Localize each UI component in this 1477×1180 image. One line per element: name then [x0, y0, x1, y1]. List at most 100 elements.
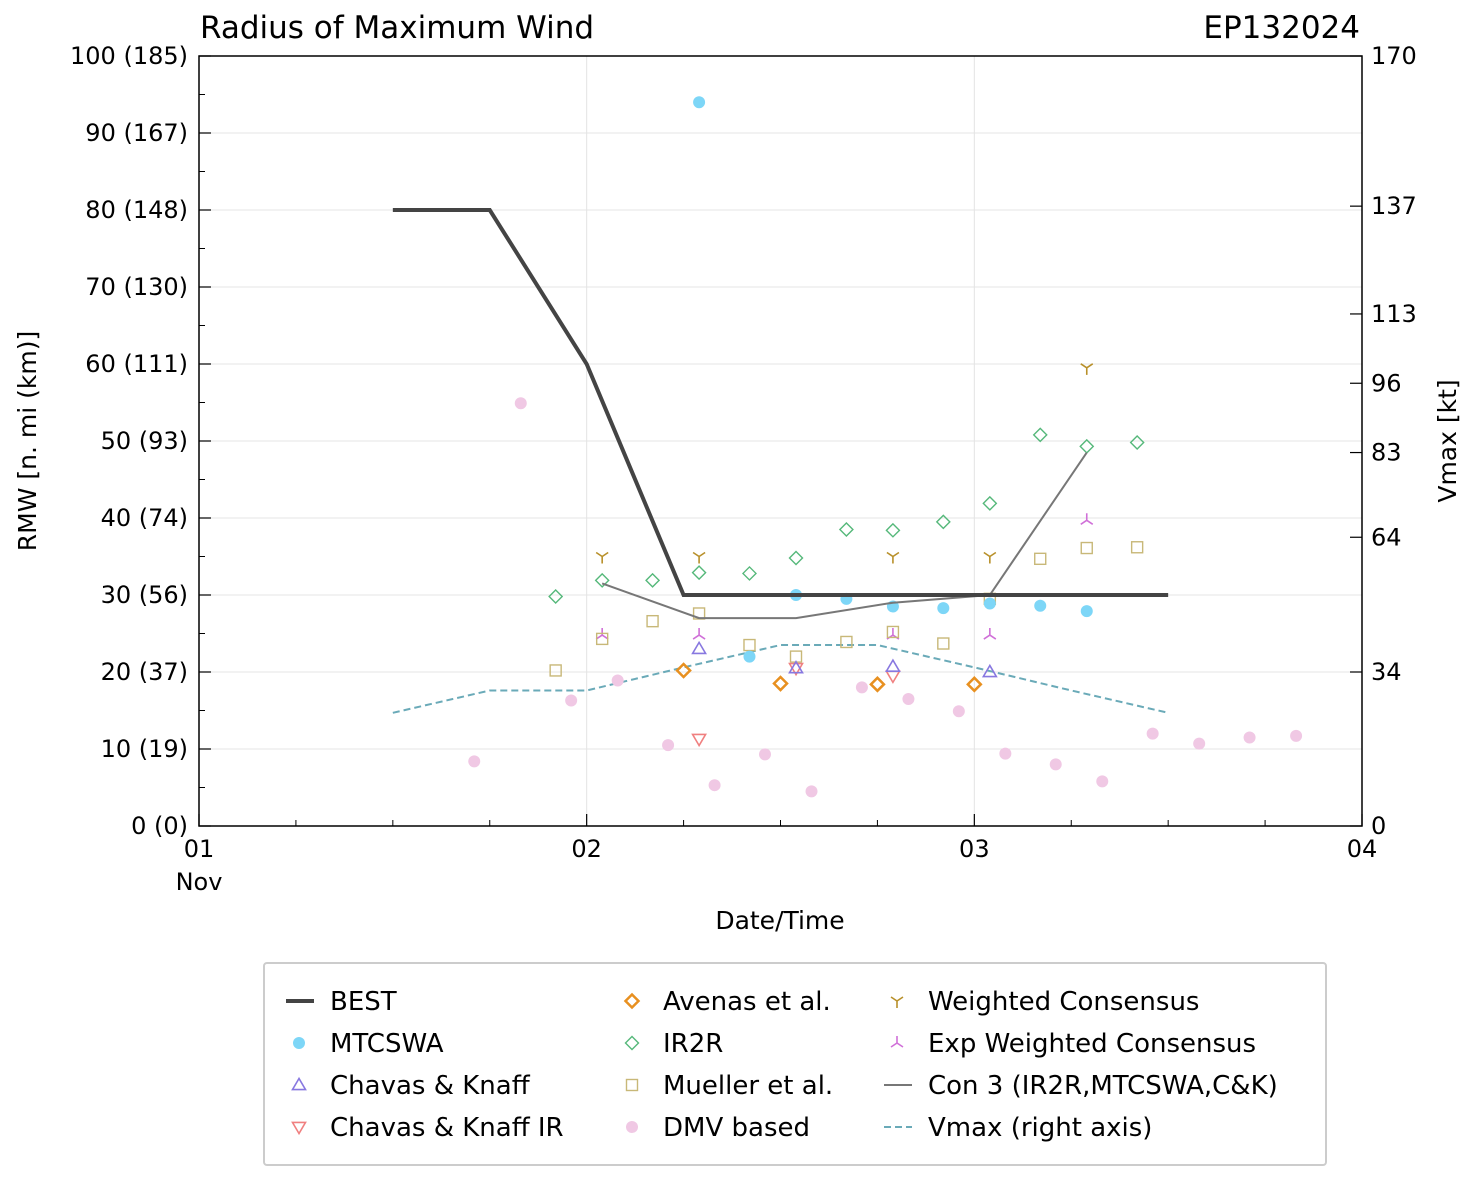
series-exp-weighted-consensus	[595, 513, 1094, 640]
point-dmv-based-17	[1290, 729, 1303, 742]
point-ir2r-0	[548, 589, 564, 605]
y2-tick-label-5: 113	[1371, 300, 1417, 328]
point-chavas-knaff-ir-1	[788, 662, 804, 677]
series-vmax-right-axis	[392, 644, 1169, 714]
point-mtcswa-5	[937, 602, 950, 615]
point-ir2r-4	[741, 565, 757, 581]
y-tick-label-2: 20 (37)	[101, 658, 188, 686]
x-tick-label-0: 01	[184, 835, 215, 863]
point-mueller-et-al-2	[646, 614, 659, 628]
y-tick-label-7: 70 (130)	[85, 273, 188, 301]
series-weighted-consensus	[595, 363, 1094, 564]
point-chavas-knaff-1	[788, 660, 804, 674]
point-mtcswa-0	[693, 96, 706, 109]
point-dmv-based-9	[902, 692, 915, 705]
legend-label-chavas-knaff-ir: Chavas & Knaff IR	[330, 1113, 564, 1143]
point-dmv-based-16	[1243, 731, 1256, 744]
point-chavas-knaff-2	[885, 658, 901, 672]
legend-label-best: BEST	[330, 987, 397, 1017]
point-avenas-et-al-2	[869, 676, 886, 693]
point-dmv-based-5	[708, 779, 721, 792]
legend-swatch-exp-weighted-consensus	[890, 1036, 904, 1048]
series-chavas-knaff-ir	[691, 662, 901, 748]
x-tick-label-2: 03	[959, 835, 990, 863]
chart-title: Radius of Maximum Wind	[200, 10, 594, 46]
point-mueller-et-al-1	[595, 632, 609, 646]
y2-tick-label-1: 34	[1371, 658, 1402, 686]
y-axis-label: RMW [n. mi (km)]	[13, 331, 42, 551]
x-tick-sublabel-0: Nov	[176, 868, 223, 896]
point-dmv-based-11	[999, 747, 1012, 760]
point-dmv-based-12	[1049, 758, 1062, 771]
point-exp-weighted-consensus-3	[983, 628, 997, 640]
legend-swatch-avenas-et-al	[623, 992, 641, 1010]
legend-label-exp-weighted-consensus: Exp Weighted Consensus	[928, 1029, 1256, 1059]
series-mueller-et-al	[549, 541, 1144, 677]
series-ir2r	[548, 427, 1145, 605]
legend-swatch-chavas-knaff	[291, 1076, 307, 1091]
point-weighted-consensus-1	[692, 551, 706, 564]
series-mtcswa	[693, 96, 1093, 663]
point-dmv-based-6	[758, 748, 771, 761]
y2-tick-label-2: 64	[1371, 523, 1402, 551]
point-mueller-et-al-12	[1130, 541, 1144, 554]
point-ir2r-10	[1032, 427, 1048, 443]
point-dmv-based-7	[805, 785, 818, 798]
axes: 0 (0) 10 (19) 20 (37) 30 (56) 40 (74) 50 (93)…	[70, 42, 1417, 896]
series-layer	[392, 96, 1303, 798]
legend-label-mtcswa: MTCSWA	[330, 1029, 444, 1059]
storm-id: EP132024	[1203, 10, 1360, 46]
legend-swatch-chavas-knaff-ir	[291, 1121, 307, 1136]
point-mueller-et-al-7	[886, 625, 900, 639]
point-mueller-et-al-4	[743, 638, 756, 652]
y-tick-label-8: 80 (148)	[85, 196, 188, 224]
legend-label-ir2r: IR2R	[663, 1029, 723, 1059]
point-mtcswa-7	[1034, 599, 1047, 612]
point-dmv-based-14	[1146, 727, 1159, 740]
x-tick-label-3: 04	[1347, 835, 1378, 863]
point-avenas-et-al-3	[966, 676, 983, 693]
y2-axis-label: Vmax [kt]	[1433, 379, 1462, 502]
point-ir2r-8	[935, 514, 951, 530]
legend-swatch-dmv-based	[626, 1121, 638, 1133]
legend-swatch-mtcswa	[293, 1037, 305, 1049]
point-dmv-based-0	[468, 755, 481, 768]
legend-label-weighted-consensus: Weighted Consensus	[928, 987, 1199, 1017]
point-mueller-et-al-0	[549, 664, 562, 677]
y-tick-label-9: 90 (167)	[85, 119, 188, 147]
series-dmv-based	[468, 397, 1303, 798]
legend-label-mueller-et-al: Mueller et al.	[663, 1071, 833, 1101]
series-con-3-ir2r-mtcswa-c-k	[601, 451, 1088, 620]
series-avenas-et-al	[675, 662, 983, 693]
series-chavas-knaff	[691, 640, 998, 678]
y2-tick-label-6: 137	[1371, 192, 1417, 220]
series-best	[392, 208, 1169, 597]
point-dmv-based-8	[855, 681, 868, 694]
line-best	[392, 208, 1169, 597]
point-ir2r-5	[788, 550, 804, 566]
point-ir2r-7	[885, 522, 901, 538]
point-mtcswa-6	[983, 597, 996, 610]
point-exp-weighted-consensus-4	[1080, 513, 1094, 525]
point-chavas-knaff-ir-0	[691, 733, 707, 748]
point-dmv-based-13	[1096, 775, 1109, 788]
point-dmv-based-15	[1193, 737, 1206, 750]
y2-tick-label-4: 96	[1371, 369, 1402, 397]
y2-tick-label-3: 83	[1371, 439, 1402, 467]
y-tick-label-10: 100 (185)	[70, 42, 188, 70]
line-vmax-right-axis	[392, 644, 1169, 714]
y-tick-label-1: 10 (19)	[101, 735, 188, 763]
y-tick-label-4: 40 (74)	[101, 504, 188, 532]
legend-box	[263, 962, 1327, 1166]
x-axis-label: Date/Time	[715, 906, 844, 935]
x-tick-label-1: 02	[571, 835, 602, 863]
y2-tick-label-7: 170	[1371, 42, 1417, 70]
point-chavas-knaff-3	[981, 663, 998, 678]
point-ir2r-6	[838, 522, 854, 538]
point-ir2r-3	[691, 565, 707, 581]
point-mueller-et-al-8	[937, 637, 950, 650]
point-dmv-based-10	[952, 705, 965, 718]
point-weighted-consensus-3	[983, 551, 997, 564]
point-chavas-knaff-0	[691, 640, 707, 655]
